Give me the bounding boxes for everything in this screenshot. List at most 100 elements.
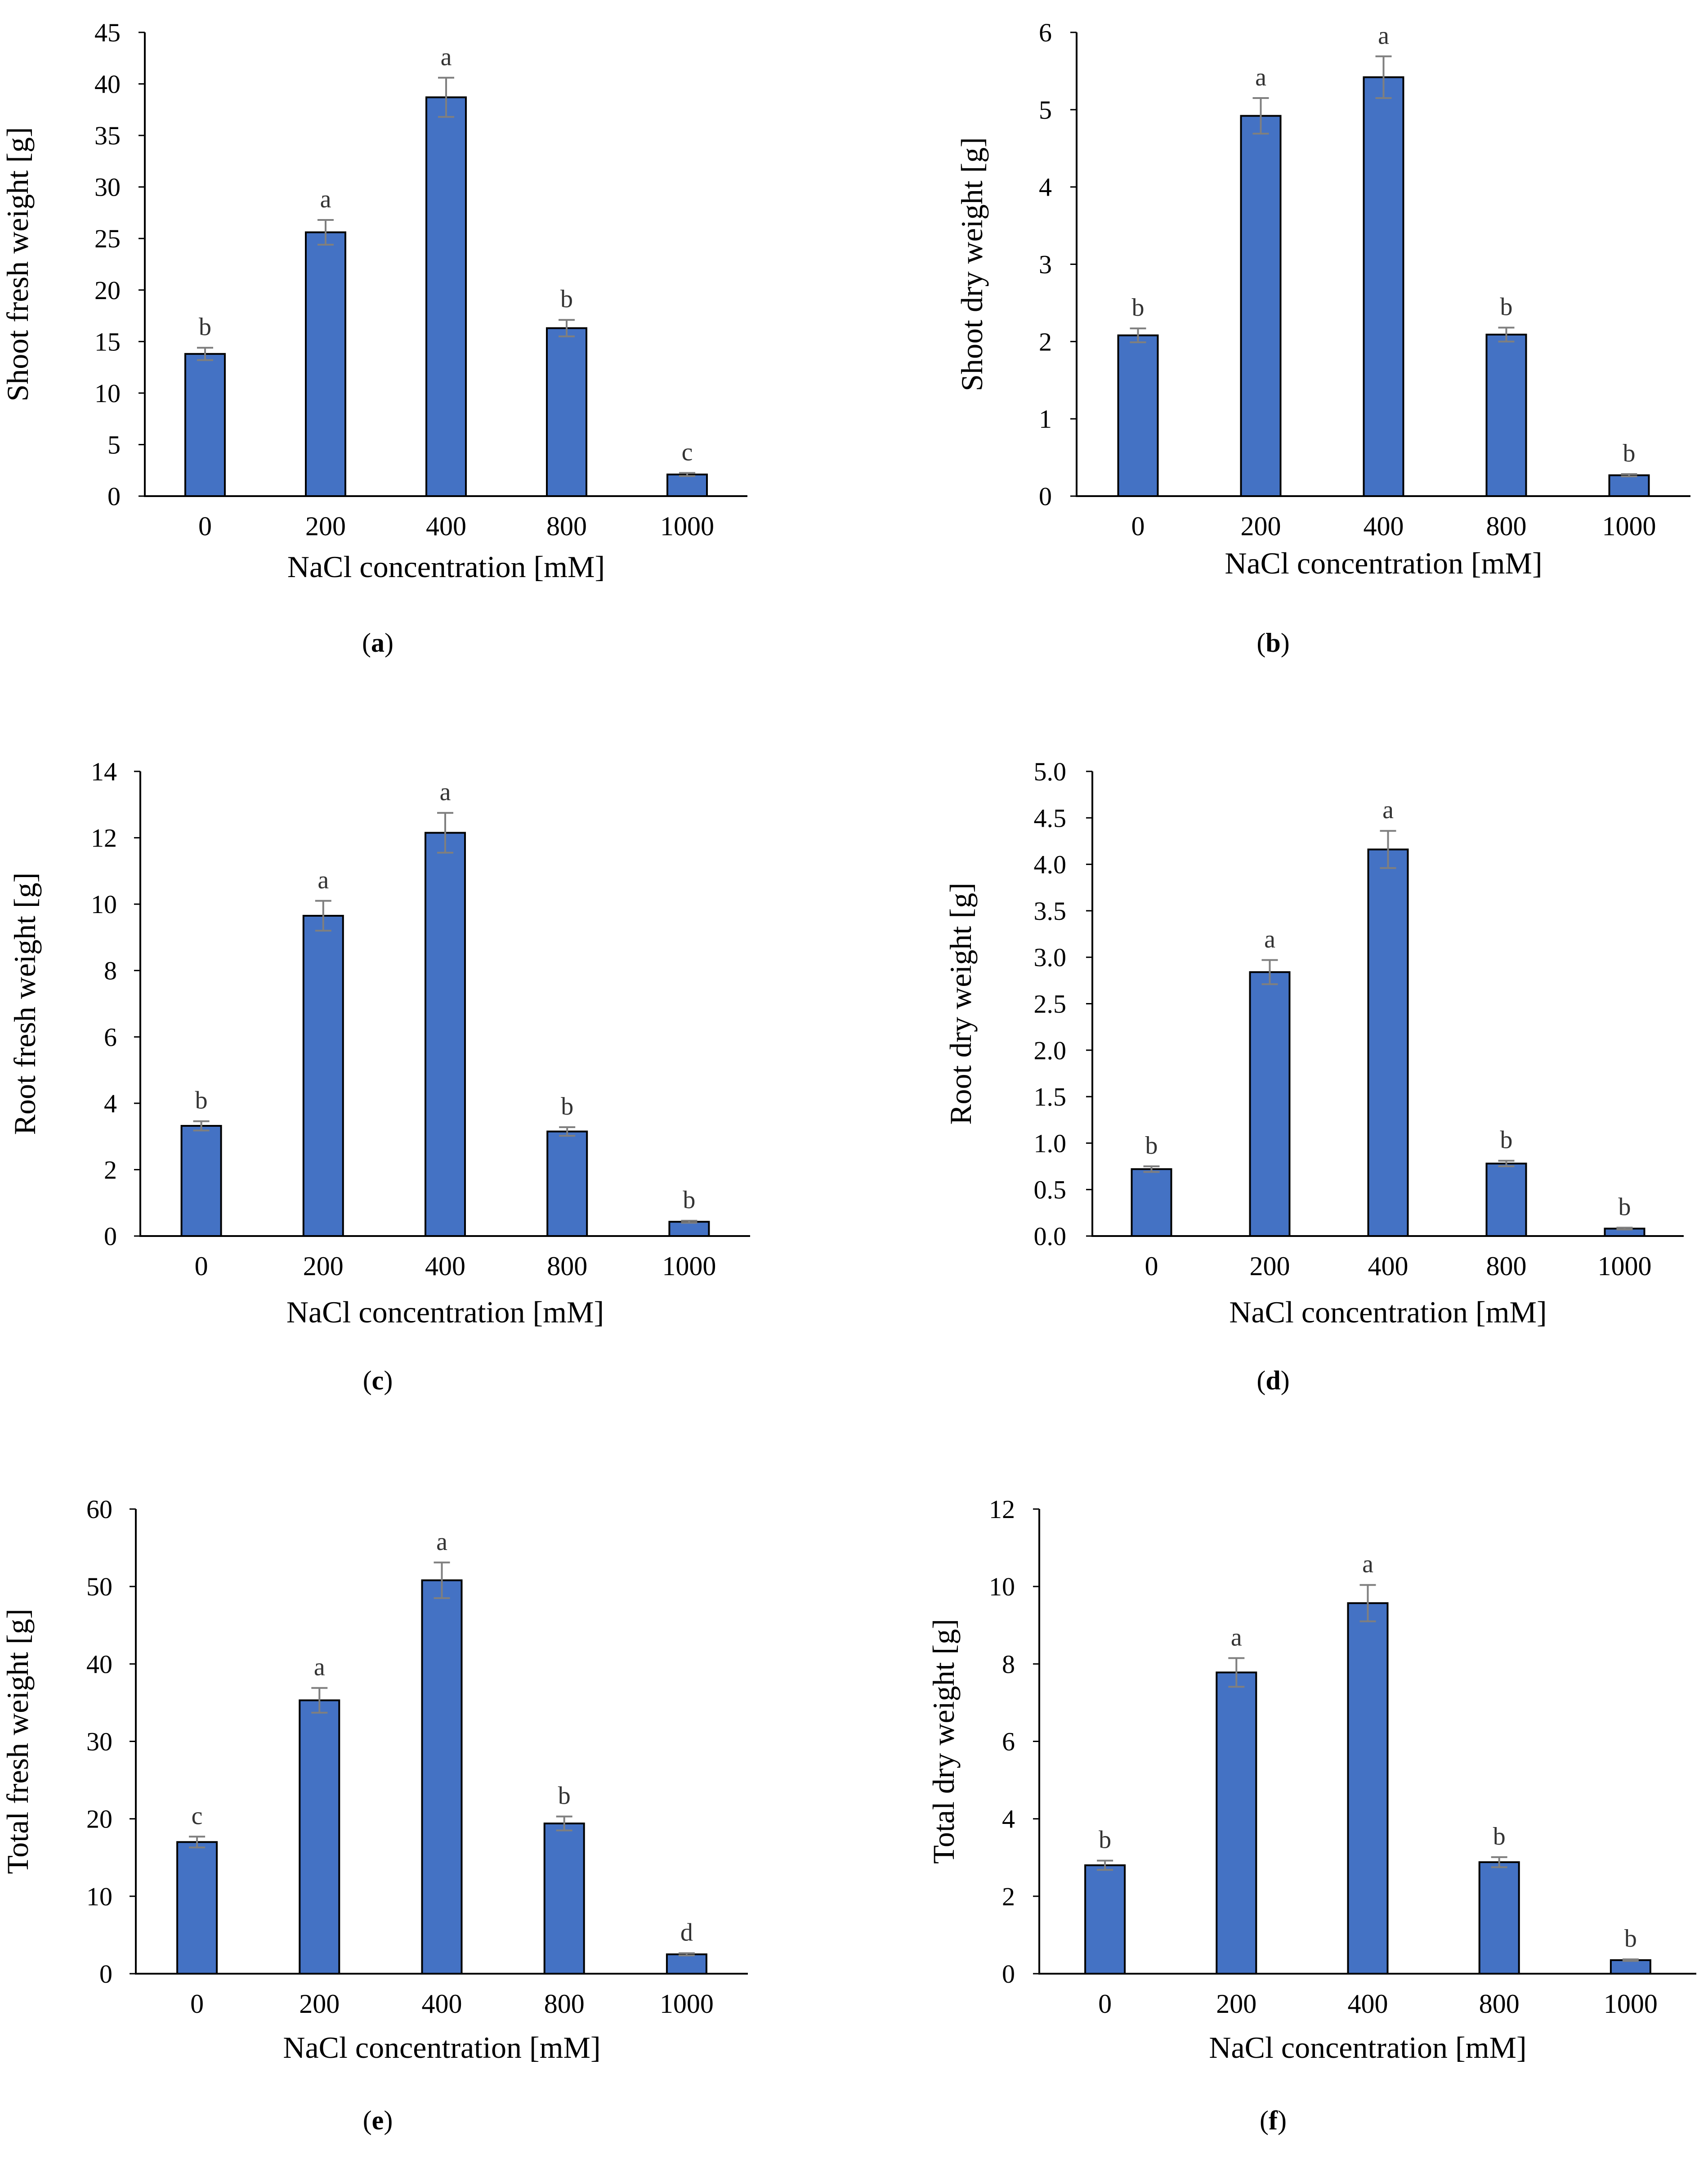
y-tick-label: 0 [1039,482,1052,511]
significance-letter: a [1264,925,1275,953]
x-tick-label: 400 [422,1989,462,2019]
significance-letter: b [195,1087,208,1115]
x-tick-label: 400 [1348,1989,1388,2019]
x-axis-title: NaCl concentration [mM] [283,2030,600,2065]
x-tick-label: 0 [198,511,212,541]
y-tick-label: 0 [107,482,121,511]
x-tick-label: 1000 [1604,1989,1658,2019]
bar [425,832,466,1237]
x-tick-label: 800 [546,511,587,541]
y-tick-label: 6 [1039,18,1052,47]
y-tick-label: 1.5 [1034,1082,1067,1111]
bar [299,1699,340,1975]
y-tick-label: 4 [104,1089,117,1118]
significance-letter: b [1619,1193,1631,1221]
significance-letter: b [561,1093,573,1120]
significance-letter: a [1255,63,1266,91]
x-tick-label: 400 [1364,511,1404,541]
y-tick-label: 5.0 [1034,757,1067,786]
bar [1478,1861,1520,1975]
chart-d: 0.0 0.5 1.0 1.5 2.0 2.5 3.0 3.5 4.0 4.5 5.0 b 0 a 200 a… [943,757,1684,1329]
y-tick-label: 1.0 [1034,1129,1067,1158]
bar [305,231,346,497]
x-tick-label: 400 [426,511,466,541]
bar [184,353,226,497]
y-tick-label: 2.5 [1034,990,1067,1019]
caption-letter-d: d [1265,1366,1281,1395]
caption-d: (d) [1256,1366,1290,1395]
x-axis-title: NaCl concentration [mM] [286,1295,604,1329]
y-tick-label: 20 [94,276,121,305]
y-tick-label: 8 [1002,1649,1015,1679]
significance-letter: a [1382,796,1394,824]
significance-letter: b [1493,1823,1506,1850]
caption-letter-e: e [371,2105,384,2135]
panel-d: 0.0 0.5 1.0 1.5 2.0 2.5 3.0 3.5 4.0 4.5 5.0 b 0 a 200 a… [854,738,1708,1439]
x-tick-label: 1000 [662,1251,716,1281]
y-tick-label: 15 [94,327,121,356]
x-axis-title: NaCl concentration [mM] [1229,1295,1547,1329]
y-tick-label: 25 [94,224,121,253]
panel-e: 0 10 20 30 40 50 60 c 0 a 200 a 400 b 800 d 1000 NaCl con… [0,1475,854,2168]
y-axis-title: Total fresh weight [g] [0,1608,35,1874]
significance-letter: b [558,1782,571,1810]
significance-letter: a [436,1528,447,1556]
bar [1249,971,1291,1237]
y-tick-label: 10 [91,890,117,919]
y-tick-label: 1 [1039,404,1052,434]
bar [546,327,587,497]
bar [1216,1671,1257,1975]
x-tick-label: 0 [1145,1251,1158,1281]
y-tick-label: 0 [99,1959,112,1989]
significance-letter: b [560,285,573,313]
bar [1084,1864,1126,1975]
y-tick-label: 0 [104,1222,117,1251]
x-tick-label: 200 [1216,1989,1256,2019]
x-tick-label: 400 [1368,1251,1408,1281]
y-tick-label: 5 [107,430,121,459]
bar [302,914,344,1237]
significance-letter: a [1231,1623,1242,1651]
significance-letter: c [192,1802,203,1830]
x-tick-label: 800 [1486,511,1527,541]
x-axis-title: NaCl concentration [mM] [287,550,605,584]
significance-letter: a [314,1653,325,1681]
bar [425,96,467,497]
y-tick-label: 0.5 [1034,1175,1067,1205]
y-tick-label: 12 [91,824,117,853]
y-tick-label: 0 [1002,1959,1015,1989]
x-tick-label: 800 [547,1251,587,1281]
caption-b: (b) [1256,628,1290,658]
y-tick-label: 2 [104,1155,117,1184]
bar [666,1953,707,1975]
caption-letter-b: b [1265,628,1281,658]
bar [1347,1602,1389,1975]
bar [1610,1959,1651,1975]
chart-c: 0 2 4 6 8 10 12 14 b 0 a 200 a 400 b 800 b 1000 NaCl conce… [8,757,750,1329]
caption-e: (e) [362,2105,393,2135]
bar [546,1130,588,1237]
x-tick-label: 800 [1479,1989,1520,2019]
significance-letter: b [1145,1132,1158,1160]
chart-a: 0 5 10 15 20 25 30 35 40 45 b 0 a 200 a 400 b 800 c 1000 NaC… [0,18,747,584]
significance-letter: b [1132,294,1145,322]
y-tick-label: 4.0 [1034,850,1067,879]
y-tick-label: 4.5 [1034,803,1067,833]
x-tick-label: 1000 [660,1989,714,2019]
y-tick-label: 5 [1039,95,1052,125]
y-tick-label: 14 [91,757,117,786]
chart-e: 0 10 20 30 40 50 60 c 0 a 200 a 400 b 800 d 1000 NaCl con… [0,1495,748,2065]
panel-b: 0 1 2 3 4 5 6 b 0 a 200 a 400 b 800 b 1000 NaCl concentra… [854,0,1708,702]
y-axis-title: Root dry weight [g] [943,882,978,1124]
y-tick-label: 4 [1002,1805,1015,1834]
bar [666,473,708,497]
y-tick-label: 3.5 [1034,896,1067,926]
y-tick-label: 35 [94,121,121,150]
bar [1131,1168,1172,1237]
x-tick-label: 200 [299,1989,340,2019]
y-axis-title: Total dry weight [g] [926,1619,961,1864]
x-tick-label: 1000 [1598,1251,1652,1281]
y-tick-label: 8 [104,956,117,985]
y-tick-label: 50 [86,1572,112,1601]
